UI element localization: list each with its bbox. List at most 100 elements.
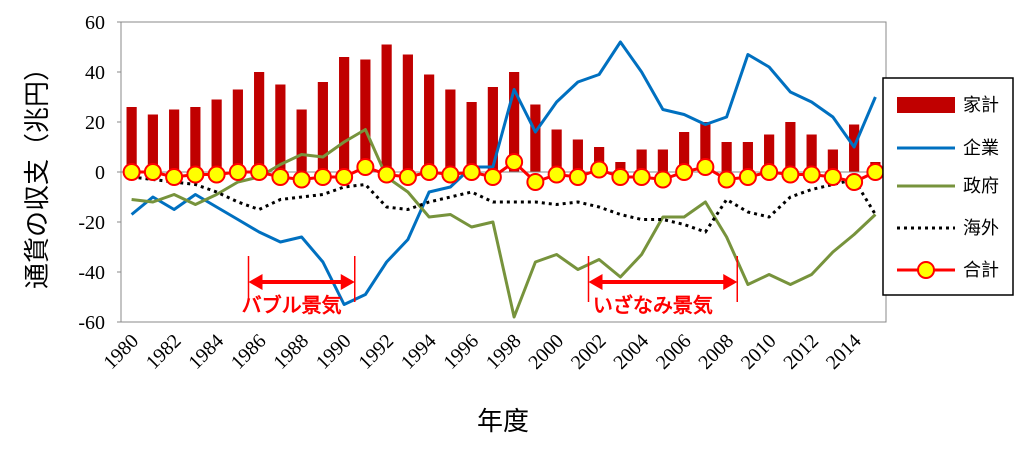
- total-marker: [760, 163, 779, 181]
- x-tick-label: 1994: [397, 330, 441, 374]
- household-bar: [169, 109, 180, 172]
- household-bar: [509, 72, 520, 172]
- total-marker: [292, 170, 311, 189]
- household-bar: [360, 59, 371, 172]
- x-tick-label: 1980: [99, 330, 143, 374]
- legend-swatch-marker: [917, 261, 935, 279]
- total-marker: [186, 165, 205, 184]
- household-bar: [636, 149, 647, 172]
- household-bar: [211, 99, 222, 172]
- total-marker: [675, 163, 694, 181]
- series-line-企業: [130, 40, 877, 306]
- total-marker: [271, 168, 290, 186]
- total-marker: [398, 168, 417, 186]
- annotation-label: バブル景気: [242, 293, 342, 317]
- household-bar: [572, 139, 583, 172]
- total-marker: [611, 168, 630, 186]
- legend-label: 政府: [963, 176, 999, 197]
- household-bar: [402, 54, 413, 172]
- x-tick-label: 2008: [694, 330, 738, 374]
- x-tick-label: 2006: [652, 330, 696, 374]
- x-tick-label: 2004: [609, 330, 653, 374]
- total-marker: [165, 168, 184, 186]
- x-tick-label: 1982: [142, 330, 186, 374]
- household-bar: [594, 147, 605, 172]
- total-marker: [356, 158, 375, 176]
- x-tick-label: 1988: [269, 330, 313, 374]
- household-bar: [466, 102, 477, 172]
- total-marker: [526, 173, 545, 191]
- total-marker: [653, 170, 672, 189]
- household-bar: [721, 142, 732, 172]
- annotations: バブル景気 いざなみ景気: [242, 256, 738, 317]
- x-tick-label: 1984: [184, 330, 228, 374]
- total-marker: [335, 168, 354, 186]
- legend-label: 企業: [963, 138, 999, 159]
- y-tick-label: -20: [78, 212, 105, 234]
- household-bar: [806, 134, 817, 172]
- household-bar: [530, 104, 541, 172]
- total-marker: [483, 168, 502, 186]
- x-tick-label: 1996: [439, 330, 483, 374]
- annotation-arrow-head: [723, 274, 738, 290]
- household-bar: [339, 57, 350, 172]
- y-axis-title: 通貨の収支（兆円）: [23, 55, 53, 289]
- household-bar: [657, 149, 668, 172]
- x-tick-label: 2014: [822, 330, 866, 374]
- total-marker: [420, 163, 439, 181]
- total-marker: [802, 165, 821, 184]
- annotation-label: いざなみ景気: [593, 293, 713, 317]
- x-axis-ticks: 1980198219841986198819901992199419961998…: [99, 330, 865, 374]
- x-tick-label: 2000: [524, 330, 568, 374]
- total-marker: [122, 163, 141, 181]
- total-marker: [738, 168, 757, 186]
- x-tick-label: 2010: [737, 330, 781, 374]
- total-marker: [441, 165, 460, 184]
- x-tick-label: 2012: [779, 330, 823, 374]
- total-marker: [823, 168, 842, 186]
- total-marker: [568, 168, 587, 186]
- household-bar: [445, 89, 456, 172]
- household-bar: [381, 44, 392, 172]
- household-bar: [275, 84, 286, 172]
- total-marker: [377, 165, 396, 184]
- household-bar: [487, 87, 498, 172]
- series-line-海外: [131, 175, 877, 234]
- total-marker: [696, 158, 715, 176]
- y-tick-label: -40: [78, 262, 105, 284]
- total-marker: [632, 168, 651, 186]
- household-bar: [296, 109, 307, 172]
- household-bar: [827, 149, 838, 172]
- y-tick-label: 60: [85, 12, 105, 34]
- total-marker: [250, 163, 269, 181]
- household-bar: [615, 162, 626, 172]
- total-marker: [462, 163, 481, 181]
- legend-swatch-bar: [897, 97, 955, 113]
- y-tick-label: 20: [85, 112, 105, 134]
- annotation-arrow-head: [588, 274, 603, 290]
- total-marker: [590, 160, 609, 179]
- annotation-arrow-head: [248, 274, 263, 290]
- household-bar: [679, 132, 690, 172]
- total-marker: [845, 173, 864, 191]
- household-bar: [232, 89, 243, 172]
- x-tick-label: 1992: [354, 330, 398, 374]
- household-bar: [190, 107, 201, 172]
- annotation-arrow-head: [340, 274, 355, 290]
- household-bar: [785, 122, 796, 172]
- x-tick-label: 1990: [312, 330, 356, 374]
- x-tick-label: 1986: [227, 330, 271, 374]
- household-bar: [700, 122, 711, 172]
- total-marker: [866, 163, 885, 181]
- total-marker: [143, 163, 162, 181]
- total-marker: [505, 153, 524, 171]
- household-bar: [424, 74, 435, 172]
- total-marker: [781, 165, 800, 184]
- total-marker: [313, 168, 332, 186]
- household-bar: [742, 142, 753, 172]
- total-marker: [207, 165, 226, 184]
- household-bar: [317, 82, 328, 172]
- household-bar: [126, 107, 137, 172]
